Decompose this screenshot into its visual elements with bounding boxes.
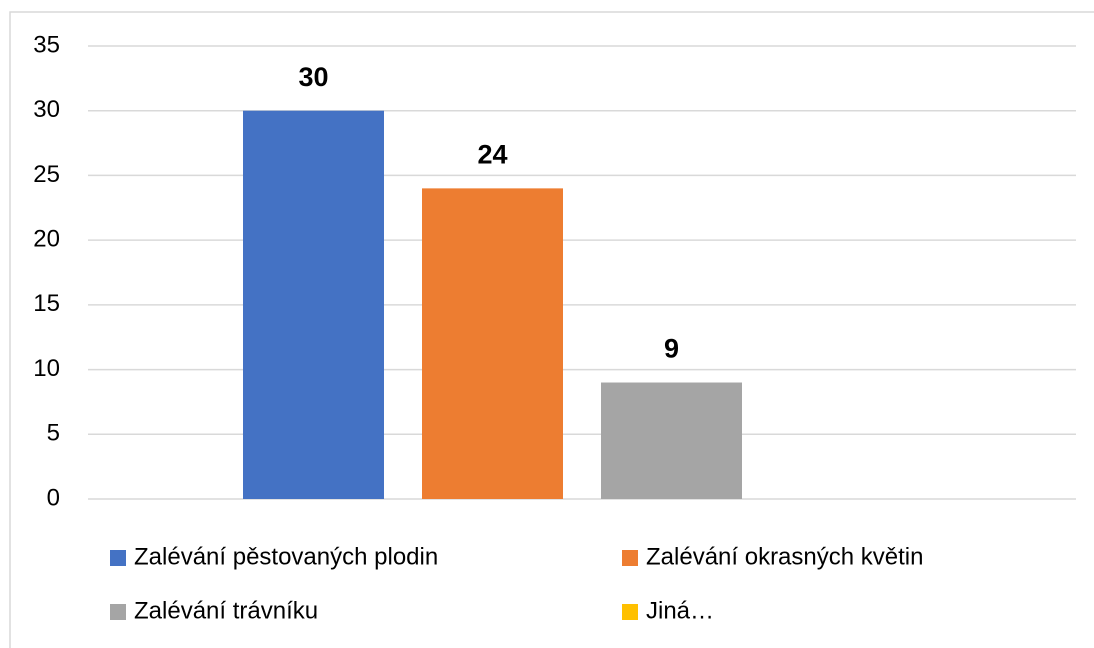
bar: [601, 382, 742, 499]
y-tick-label: 20: [33, 225, 60, 252]
legend-marker: [622, 604, 638, 620]
data-label: 30: [298, 62, 328, 92]
legend-label: Zalévání pěstovaných plodin: [134, 543, 438, 570]
y-tick-label: 35: [33, 31, 60, 58]
y-tick-label: 0: [47, 484, 60, 511]
legend-label: Zalévání okrasných květin: [646, 543, 923, 570]
y-tick-label: 25: [33, 161, 60, 188]
legend-label: Zalévání trávníku: [134, 597, 318, 624]
y-tick-label: 15: [33, 290, 60, 317]
bar: [243, 110, 384, 499]
legend-marker: [110, 604, 126, 620]
y-tick-label: 5: [47, 420, 60, 447]
legend-marker: [110, 550, 126, 566]
legend-label: Jiná…: [646, 597, 714, 624]
data-label: 24: [477, 139, 507, 169]
y-tick-label: 30: [33, 96, 60, 123]
bar: [422, 188, 563, 499]
y-tick-label: 10: [33, 355, 60, 382]
data-label: 9: [664, 334, 679, 364]
legend-marker: [622, 550, 638, 566]
